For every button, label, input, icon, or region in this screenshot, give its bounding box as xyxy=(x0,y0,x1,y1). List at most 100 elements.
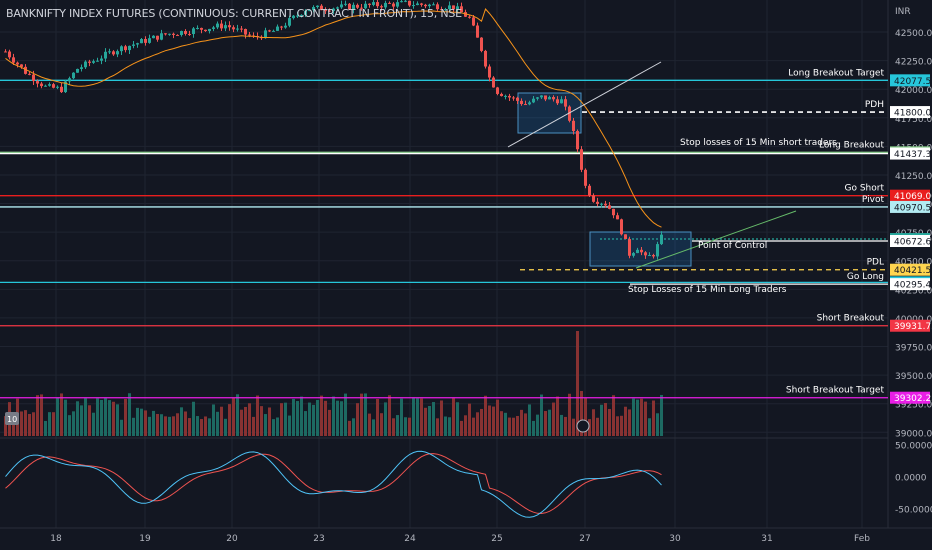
volume-bar xyxy=(64,399,67,436)
volume-bar xyxy=(36,395,39,436)
volume-bar xyxy=(216,411,219,436)
candle-body xyxy=(604,203,607,206)
candle-body xyxy=(56,86,59,88)
chart-title: BANKNIFTY INDEX FUTURES (CONTINUOUS: CUR… xyxy=(6,7,462,20)
annotation: Stop losses of 15 Min short traders xyxy=(680,138,837,148)
time-tick-label: 24 xyxy=(404,534,416,544)
volume-bar xyxy=(564,416,567,436)
volume-bar xyxy=(592,409,595,436)
volume-bar xyxy=(240,409,243,436)
candle-body xyxy=(88,61,91,63)
osc-tick-label: -50.0000 xyxy=(895,506,932,516)
level-label: Go Short xyxy=(845,184,885,194)
candle-body xyxy=(108,51,111,53)
candle-body xyxy=(232,27,235,30)
badge-label: 10 xyxy=(7,415,17,424)
level-label: PDL xyxy=(867,258,884,268)
candle-body xyxy=(164,33,167,35)
volume-bar xyxy=(212,404,215,436)
candle-body xyxy=(592,195,595,202)
volume-bar xyxy=(324,400,327,436)
volume-bar xyxy=(644,401,647,436)
candle-body xyxy=(336,7,339,9)
trendlines xyxy=(507,61,797,269)
candle-body xyxy=(64,81,67,93)
volume-bar xyxy=(104,397,107,436)
candle-body xyxy=(284,25,287,28)
volume-bar xyxy=(656,413,659,436)
volume-bar xyxy=(372,419,375,436)
candle-body xyxy=(332,8,335,12)
candle-body xyxy=(4,51,7,53)
price-tag: 40295.40 xyxy=(894,281,932,291)
volume-bar xyxy=(580,391,583,436)
candle-body xyxy=(472,17,475,26)
price-tick-label: 39250.00 xyxy=(895,401,932,411)
volume-bar xyxy=(144,410,147,436)
candle-body xyxy=(400,1,403,3)
candle-body xyxy=(360,7,363,9)
candle-body xyxy=(376,2,379,7)
candle-body xyxy=(448,5,451,10)
volume-bar xyxy=(332,396,335,436)
volume-bar xyxy=(500,411,503,436)
volume-bar xyxy=(220,406,223,436)
candle-body xyxy=(352,4,355,10)
level-lines xyxy=(0,79,888,399)
candle-body xyxy=(140,39,143,44)
level-label: Pivot xyxy=(862,195,885,205)
level-labels: 42077.55 Long Breakout Target 41800.05 PDH 4… xyxy=(786,68,932,404)
volume-bar xyxy=(612,395,615,436)
candle-body xyxy=(652,255,655,257)
candle-body xyxy=(48,84,51,86)
candle-body xyxy=(272,30,275,32)
candle-body xyxy=(28,73,31,75)
volume-bar xyxy=(484,395,487,436)
volume-bar xyxy=(604,403,607,436)
candle-body xyxy=(636,249,639,254)
volume-bar xyxy=(508,417,511,436)
candle-body xyxy=(268,30,271,32)
candle-body xyxy=(188,33,191,35)
candle-body xyxy=(624,234,627,240)
candle-body xyxy=(460,6,463,13)
volume-bar xyxy=(448,417,451,436)
candle-body xyxy=(468,16,471,18)
candle-body xyxy=(552,97,555,100)
volume-bar xyxy=(384,402,387,436)
candle-body xyxy=(192,28,195,35)
volume-bar xyxy=(488,405,491,436)
volume-bar xyxy=(48,412,51,436)
volume-bar xyxy=(412,397,415,436)
volume-bar xyxy=(56,397,59,436)
volume-bar xyxy=(296,401,299,436)
candle-body xyxy=(304,10,307,15)
volume-bar xyxy=(440,400,443,436)
candle-body xyxy=(516,97,519,101)
volume-bar xyxy=(552,402,555,436)
price-tag: 41069.00 xyxy=(894,192,932,202)
volume-bar xyxy=(292,398,295,436)
candle-body xyxy=(600,203,603,205)
event-marker-icon xyxy=(576,419,590,433)
level-label: Long Breakout xyxy=(819,140,884,150)
candle-body xyxy=(68,78,71,82)
price-tag: 42077.55 xyxy=(894,77,932,87)
price-axis: 42500.0042250.0042000.0041750.0041500.00… xyxy=(895,7,932,439)
volume-bar xyxy=(456,402,459,436)
volume-bar xyxy=(648,418,651,436)
candle-body xyxy=(456,6,459,10)
level-label: Long Breakout Target xyxy=(788,68,884,78)
volume-bar xyxy=(636,399,639,436)
candle-body xyxy=(560,99,563,104)
volume-bar xyxy=(108,400,111,436)
time-tick-label: 27 xyxy=(579,534,590,544)
volume-bar xyxy=(52,412,55,436)
volume-bar xyxy=(200,419,203,436)
volume-bar xyxy=(4,416,7,436)
candle-body xyxy=(340,4,343,8)
price-tag: 40672.60 xyxy=(894,238,932,248)
candle-body xyxy=(564,99,567,107)
volume-bar xyxy=(72,411,75,436)
